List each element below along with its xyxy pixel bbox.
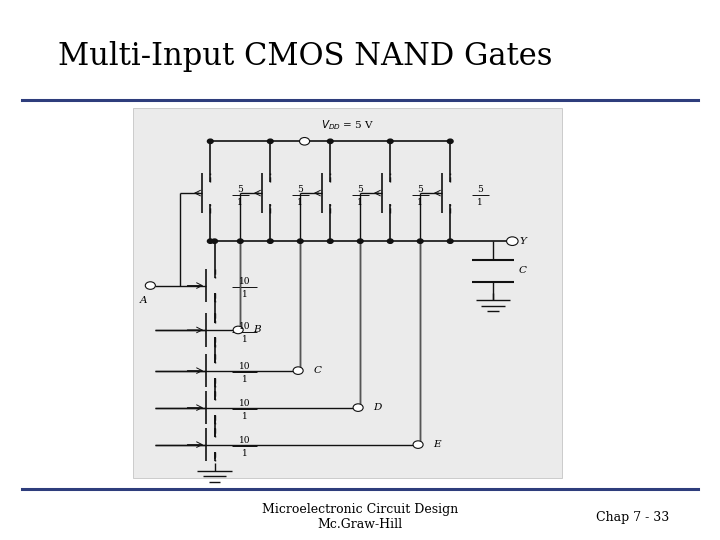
Text: 1: 1 xyxy=(238,198,243,207)
Circle shape xyxy=(328,139,333,144)
Circle shape xyxy=(328,239,333,244)
Text: Chap 7 - 33: Chap 7 - 33 xyxy=(596,511,670,524)
Text: C: C xyxy=(519,266,527,275)
Text: 5: 5 xyxy=(418,185,423,194)
Text: C: C xyxy=(313,366,321,375)
Circle shape xyxy=(387,239,393,244)
Circle shape xyxy=(267,239,273,244)
Text: Y: Y xyxy=(520,237,526,246)
FancyBboxPatch shape xyxy=(133,108,562,478)
Text: B: B xyxy=(253,326,261,334)
Text: 1: 1 xyxy=(357,198,363,207)
Text: 1: 1 xyxy=(242,375,248,384)
Text: E: E xyxy=(433,440,441,449)
Text: 1: 1 xyxy=(242,449,248,458)
Circle shape xyxy=(507,237,518,246)
Text: 10: 10 xyxy=(239,362,251,372)
Circle shape xyxy=(207,139,213,144)
Circle shape xyxy=(353,404,363,411)
Circle shape xyxy=(413,441,423,448)
Text: 1: 1 xyxy=(242,291,248,299)
Text: 5: 5 xyxy=(477,185,483,194)
Text: 1: 1 xyxy=(418,198,423,207)
Text: 10: 10 xyxy=(239,322,251,330)
Text: 5: 5 xyxy=(238,185,243,194)
Circle shape xyxy=(447,139,453,144)
Text: 5: 5 xyxy=(297,185,303,194)
Text: 10: 10 xyxy=(239,278,251,286)
Circle shape xyxy=(357,239,363,244)
Circle shape xyxy=(293,367,303,374)
Text: Multi-Input CMOS NAND Gates: Multi-Input CMOS NAND Gates xyxy=(58,41,552,72)
Text: 1: 1 xyxy=(242,335,248,343)
Circle shape xyxy=(233,326,243,334)
Circle shape xyxy=(238,239,243,244)
Text: 1: 1 xyxy=(477,198,483,207)
Circle shape xyxy=(387,139,393,144)
Circle shape xyxy=(418,239,423,244)
Circle shape xyxy=(300,138,310,145)
Text: Microelectronic Circuit Design
Mc.Graw-Hill: Microelectronic Circuit Design Mc.Graw-H… xyxy=(262,503,458,531)
Circle shape xyxy=(212,239,217,244)
Circle shape xyxy=(145,282,156,289)
Text: 10: 10 xyxy=(239,400,251,408)
Text: 10: 10 xyxy=(239,436,251,446)
Text: D: D xyxy=(373,403,382,412)
Text: 1: 1 xyxy=(297,198,303,207)
Text: A: A xyxy=(140,296,148,305)
Text: 5: 5 xyxy=(357,185,363,194)
Text: 1: 1 xyxy=(242,413,248,421)
Circle shape xyxy=(447,239,453,244)
Circle shape xyxy=(267,139,273,144)
Circle shape xyxy=(207,239,213,244)
Text: $V_{DD}$ = 5 V: $V_{DD}$ = 5 V xyxy=(320,118,374,132)
Circle shape xyxy=(297,239,303,244)
